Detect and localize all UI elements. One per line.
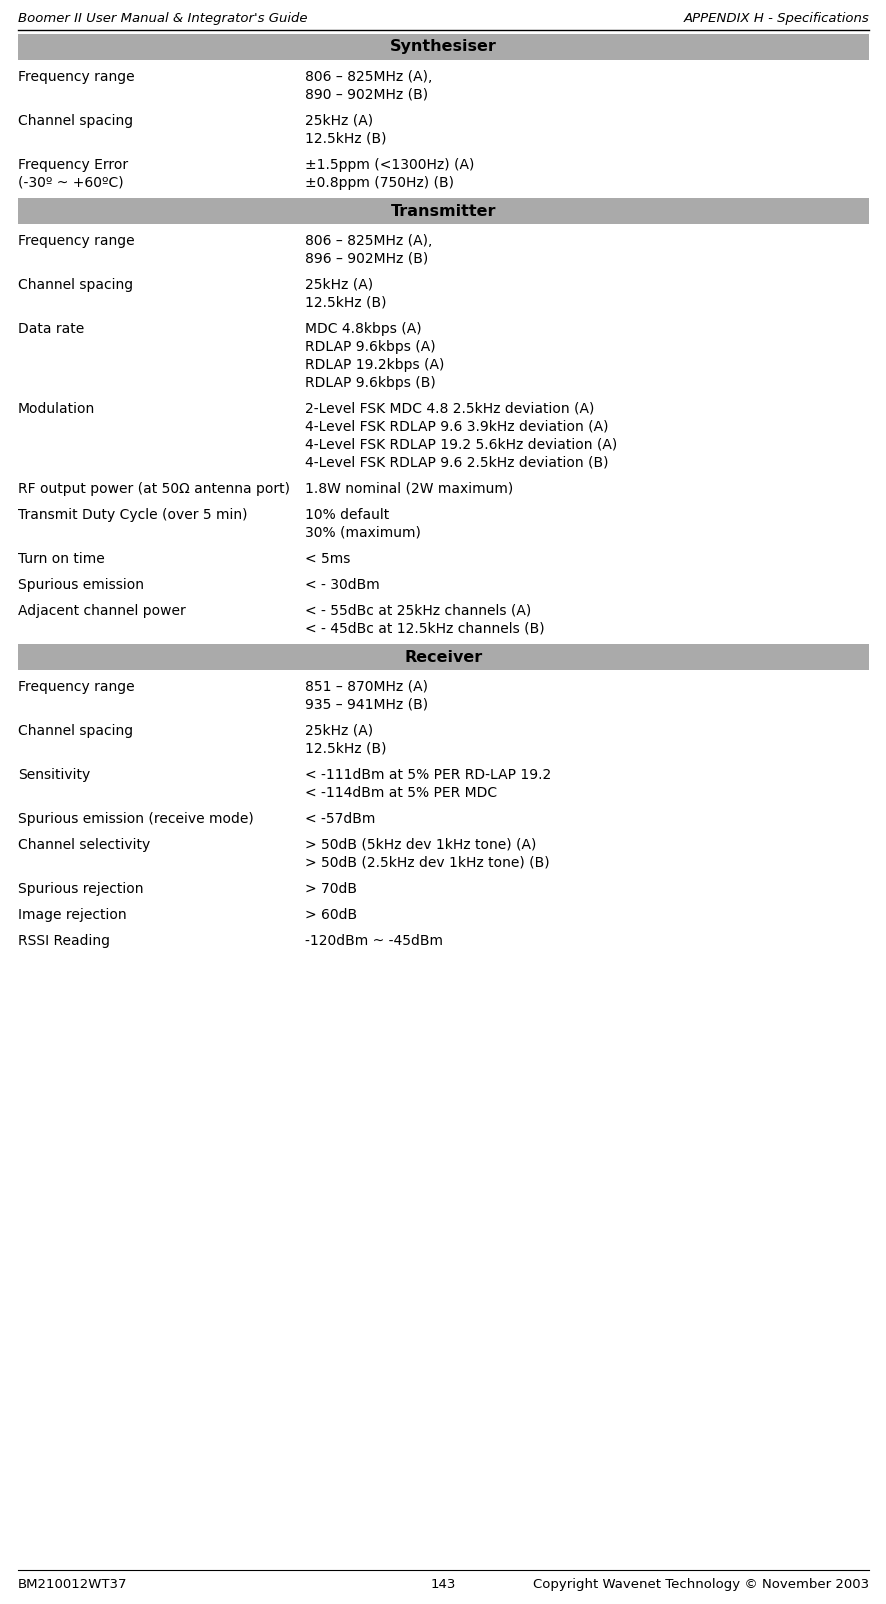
Text: 25kHz (A): 25kHz (A) (305, 114, 373, 128)
Text: 12.5kHz (B): 12.5kHz (B) (305, 132, 386, 146)
Text: Modulation: Modulation (18, 403, 95, 415)
Bar (18, 197, 868, 225)
Text: < - 45dBc at 12.5kHz channels (B): < - 45dBc at 12.5kHz channels (B) (305, 622, 544, 637)
Text: 4-Level FSK RDLAP 9.6 3.9kHz deviation (A): 4-Level FSK RDLAP 9.6 3.9kHz deviation (… (305, 420, 608, 435)
Text: 935 – 941MHz (B): 935 – 941MHz (B) (305, 698, 428, 712)
Text: 4-Level FSK RDLAP 9.6 2.5kHz deviation (B): 4-Level FSK RDLAP 9.6 2.5kHz deviation (… (305, 456, 608, 470)
Text: Turn on time: Turn on time (18, 552, 105, 566)
Text: Synthesiser: Synthesiser (390, 40, 496, 55)
Text: RDLAP 9.6kbps (B): RDLAP 9.6kbps (B) (305, 375, 435, 390)
Text: 25kHz (A): 25kHz (A) (305, 277, 373, 292)
Bar (18, 34, 868, 59)
Text: < -57dBm: < -57dBm (305, 812, 375, 826)
Bar (18, 643, 868, 670)
Text: Frequency range: Frequency range (18, 680, 135, 695)
Text: ±0.8ppm (750Hz) (B): ±0.8ppm (750Hz) (B) (305, 176, 454, 189)
Text: Copyright Wavenet Technology © November 2003: Copyright Wavenet Technology © November … (532, 1578, 868, 1591)
Text: Frequency Error: Frequency Error (18, 159, 128, 172)
Text: Transmitter: Transmitter (391, 204, 495, 218)
Text: < -111dBm at 5% PER RD-LAP 19.2: < -111dBm at 5% PER RD-LAP 19.2 (305, 768, 550, 783)
Text: Channel spacing: Channel spacing (18, 114, 133, 128)
Text: Frequency range: Frequency range (18, 234, 135, 249)
Text: Spurious emission (receive mode): Spurious emission (receive mode) (18, 812, 253, 826)
Text: 30% (maximum): 30% (maximum) (305, 526, 420, 541)
Text: < -114dBm at 5% PER MDC: < -114dBm at 5% PER MDC (305, 786, 496, 800)
Text: ±1.5ppm (<1300Hz) (A): ±1.5ppm (<1300Hz) (A) (305, 159, 474, 172)
Text: Frequency range: Frequency range (18, 71, 135, 83)
Text: > 50dB (5kHz dev 1kHz tone) (A): > 50dB (5kHz dev 1kHz tone) (A) (305, 837, 536, 852)
Text: APPENDIX H - Specifications: APPENDIX H - Specifications (682, 11, 868, 26)
Text: 2-Level FSK MDC 4.8 2.5kHz deviation (A): 2-Level FSK MDC 4.8 2.5kHz deviation (A) (305, 403, 594, 415)
Text: 12.5kHz (B): 12.5kHz (B) (305, 297, 386, 310)
Text: > 60dB: > 60dB (305, 908, 357, 922)
Text: 1.8W nominal (2W maximum): 1.8W nominal (2W maximum) (305, 481, 513, 496)
Text: Adjacent channel power: Adjacent channel power (18, 605, 185, 618)
Text: 806 – 825MHz (A),: 806 – 825MHz (A), (305, 71, 431, 83)
Text: < - 30dBm: < - 30dBm (305, 577, 379, 592)
Text: 4-Level FSK RDLAP 19.2 5.6kHz deviation (A): 4-Level FSK RDLAP 19.2 5.6kHz deviation … (305, 438, 617, 452)
Text: < - 55dBc at 25kHz channels (A): < - 55dBc at 25kHz channels (A) (305, 605, 531, 618)
Text: 25kHz (A): 25kHz (A) (305, 723, 373, 738)
Text: 143: 143 (431, 1578, 455, 1591)
Text: RSSI Reading: RSSI Reading (18, 934, 110, 948)
Text: 890 – 902MHz (B): 890 – 902MHz (B) (305, 88, 428, 103)
Text: Spurious rejection: Spurious rejection (18, 882, 144, 897)
Text: Receiver: Receiver (404, 650, 482, 664)
Text: > 70dB: > 70dB (305, 882, 356, 897)
Text: 12.5kHz (B): 12.5kHz (B) (305, 743, 386, 755)
Text: RF output power (at 50Ω antenna port): RF output power (at 50Ω antenna port) (18, 481, 290, 496)
Text: 851 – 870MHz (A): 851 – 870MHz (A) (305, 680, 428, 695)
Text: 806 – 825MHz (A),: 806 – 825MHz (A), (305, 234, 431, 249)
Text: Sensitivity: Sensitivity (18, 768, 90, 783)
Text: 896 – 902MHz (B): 896 – 902MHz (B) (305, 252, 428, 266)
Text: Channel spacing: Channel spacing (18, 277, 133, 292)
Text: MDC 4.8kbps (A): MDC 4.8kbps (A) (305, 322, 421, 335)
Text: Channel selectivity: Channel selectivity (18, 837, 150, 852)
Text: Spurious emission: Spurious emission (18, 577, 144, 592)
Text: BM210012WT37: BM210012WT37 (18, 1578, 128, 1591)
Text: RDLAP 9.6kbps (A): RDLAP 9.6kbps (A) (305, 340, 435, 354)
Text: Transmit Duty Cycle (over 5 min): Transmit Duty Cycle (over 5 min) (18, 508, 247, 521)
Text: 10% default: 10% default (305, 508, 389, 521)
Text: Boomer II User Manual & Integrator's Guide: Boomer II User Manual & Integrator's Gui… (18, 11, 307, 26)
Text: > 50dB (2.5kHz dev 1kHz tone) (B): > 50dB (2.5kHz dev 1kHz tone) (B) (305, 857, 549, 869)
Text: RDLAP 19.2kbps (A): RDLAP 19.2kbps (A) (305, 358, 444, 372)
Text: (-30º ~ +60ºC): (-30º ~ +60ºC) (18, 176, 123, 189)
Text: Data rate: Data rate (18, 322, 84, 335)
Text: -120dBm ~ -45dBm: -120dBm ~ -45dBm (305, 934, 442, 948)
Text: Channel spacing: Channel spacing (18, 723, 133, 738)
Text: < 5ms: < 5ms (305, 552, 350, 566)
Text: Image rejection: Image rejection (18, 908, 127, 922)
